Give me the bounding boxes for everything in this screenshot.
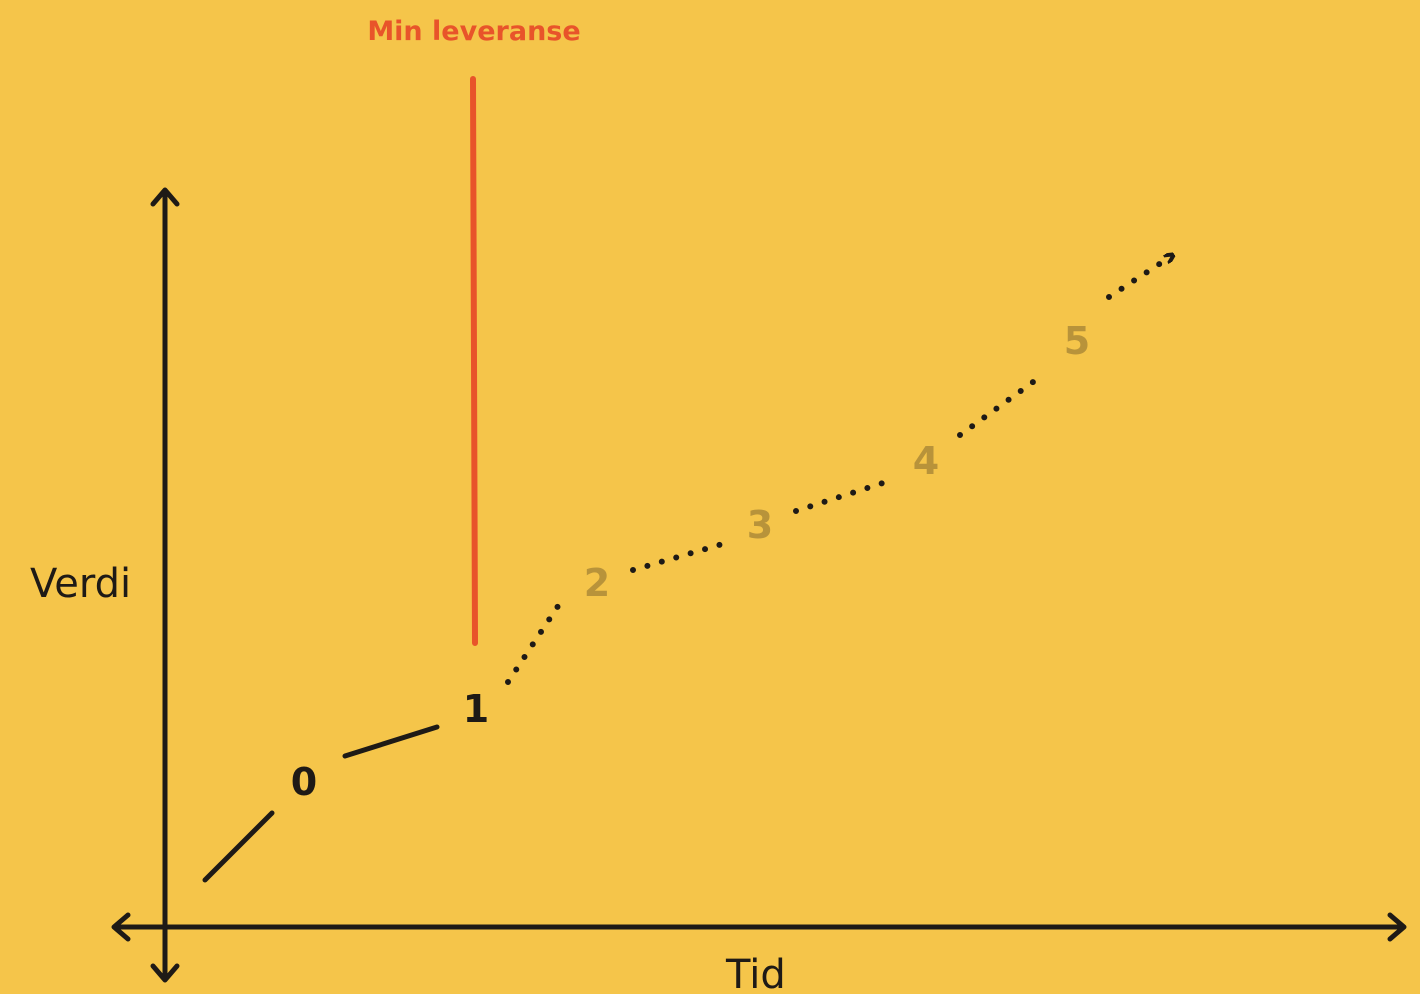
delivery-marker-line <box>470 76 478 646</box>
milestone-label-3: 3 <box>747 503 773 547</box>
milestone-label-5: 5 <box>1064 319 1090 363</box>
x-axis-right-arrow <box>1387 912 1407 942</box>
milestone-label-0: 0 <box>291 760 317 804</box>
y-axis-down-arrow <box>150 963 180 983</box>
x-axis-label: Tid <box>725 952 786 994</box>
future-segment-1-to-2 <box>505 597 565 685</box>
future-path <box>505 257 1170 685</box>
milestone-label-1: 1 <box>463 687 489 731</box>
future-segment-2-to-3 <box>630 540 729 573</box>
milestone-label-4: 4 <box>913 439 939 483</box>
progress-segment-0-to-1 <box>342 724 440 759</box>
y-axis <box>150 187 180 983</box>
future-segment-4-to-5 <box>957 374 1043 438</box>
progress-segment-start-to-0 <box>202 810 275 883</box>
future-segment-3-to-4 <box>793 478 892 514</box>
future-segment-5-onward <box>1106 257 1170 300</box>
y-axis-up-arrow <box>150 187 180 207</box>
milestone-label-2: 2 <box>584 561 610 605</box>
delivery-marker-label: Min leveranse <box>367 16 580 47</box>
x-axis <box>111 912 1407 942</box>
y-axis-label: Verdi <box>30 561 131 607</box>
x-axis-left-arrow <box>111 912 131 942</box>
